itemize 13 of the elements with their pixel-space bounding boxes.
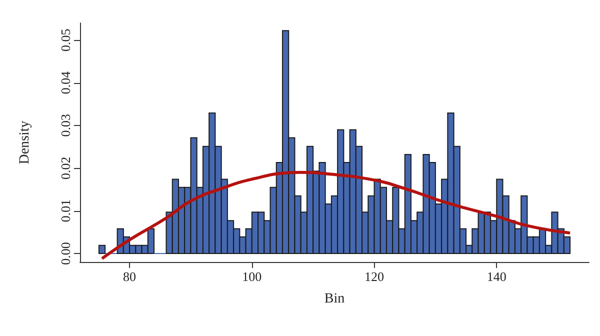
y-tick-label: 0.03 (58, 114, 73, 137)
y-tick-label: 0.01 (58, 199, 73, 222)
x-tick-label: 140 (486, 269, 506, 284)
x-tick-label: 120 (364, 269, 384, 284)
line-series (100, 170, 572, 260)
y-tick-label: 0.05 (58, 28, 73, 52)
y-tick-label: 0.00 (58, 242, 73, 265)
y-tick-label: 0.04 (58, 70, 73, 94)
x-axis-title: Bin (324, 292, 345, 306)
x-tick-label: 100 (242, 269, 262, 284)
x-tick-label: 80 (123, 269, 136, 284)
y-tick-label: 0.02 (58, 156, 73, 180)
y-axis-title: Density (18, 120, 32, 164)
